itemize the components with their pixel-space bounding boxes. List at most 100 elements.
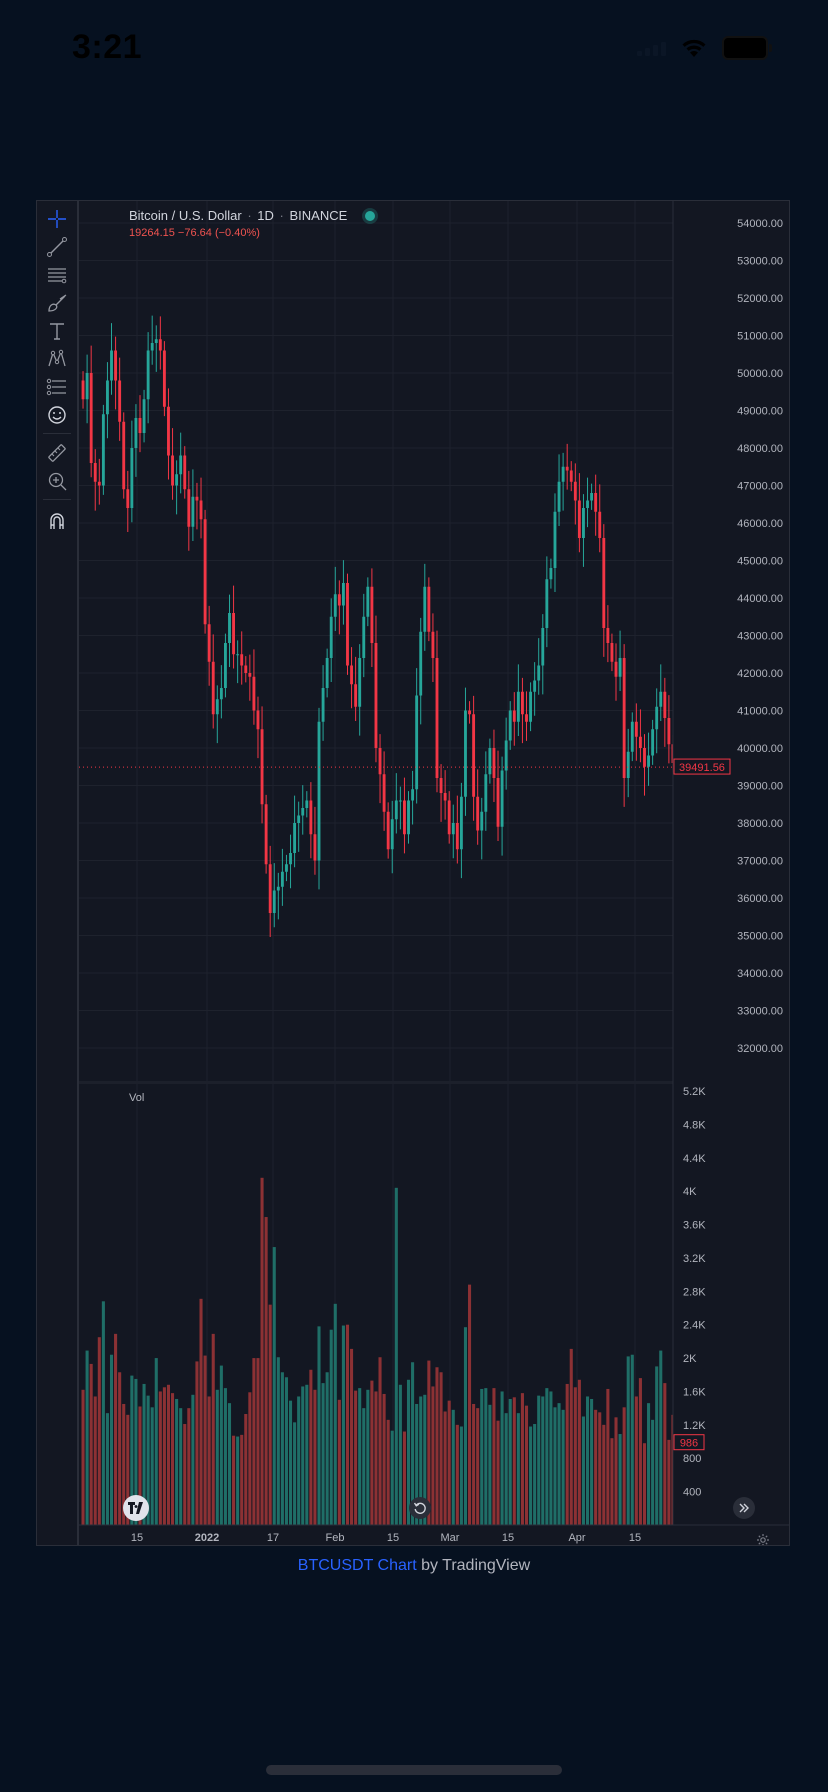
- candle-body: [655, 706, 659, 730]
- volume-bar: [419, 1396, 423, 1525]
- last-volume-box: [673, 1434, 705, 1451]
- candle-body: [382, 774, 386, 812]
- candle-body: [529, 691, 533, 722]
- volume-bar: [280, 1372, 284, 1525]
- volume-bar: [97, 1337, 101, 1525]
- volume-bar: [618, 1434, 622, 1525]
- candle-body: [561, 466, 565, 482]
- candle-body: [203, 519, 207, 625]
- candle-body: [667, 718, 671, 745]
- candle-body: [118, 380, 122, 422]
- candle-body: [260, 729, 264, 805]
- volume-bar: [264, 1217, 268, 1525]
- candle-body: [134, 418, 138, 448]
- ruler-icon[interactable]: [45, 441, 69, 465]
- volume-bar: [573, 1387, 577, 1525]
- volume-bar: [463, 1327, 468, 1525]
- time-tick-label: 15: [629, 1532, 641, 1544]
- candle-body: [341, 583, 345, 606]
- volume-bar: [325, 1372, 329, 1525]
- price-tick-label: 50000.00: [737, 368, 783, 380]
- brush-icon[interactable]: [45, 291, 69, 315]
- volume-bar: [240, 1434, 244, 1525]
- candle-body: [256, 710, 260, 730]
- candle-body: [293, 823, 297, 853]
- volume-bar: [374, 1391, 378, 1525]
- text-icon[interactable]: [45, 319, 69, 343]
- candle-body: [407, 800, 410, 835]
- volume-bar: [549, 1391, 553, 1525]
- cellular-signal-icon: [637, 40, 666, 56]
- candle-body: [663, 691, 667, 718]
- candle-body: [101, 414, 105, 486]
- zoom-in-icon[interactable]: [45, 469, 69, 493]
- volume-bar: [500, 1391, 504, 1525]
- crosshair-icon[interactable]: [45, 207, 69, 231]
- price-axis: [673, 201, 789, 1545]
- time-tick-label: 15: [502, 1532, 514, 1544]
- volume-bar: [439, 1372, 443, 1525]
- candle-body: [606, 628, 610, 643]
- volume-bar: [545, 1388, 549, 1525]
- btcusdt-chart-link[interactable]: BTCUSDT Chart: [297, 1557, 417, 1574]
- candle-body: [423, 586, 427, 632]
- time-tick-label: 2022: [195, 1532, 219, 1544]
- volume-bar: [402, 1431, 406, 1525]
- volume-bar: [520, 1393, 524, 1525]
- price-tick-label: 35000.00: [737, 931, 783, 943]
- fib-retracement-icon[interactable]: [45, 263, 69, 287]
- price-tick-label: 33000.00: [737, 1006, 783, 1018]
- volume-bar: [411, 1362, 415, 1525]
- volume-bar: [122, 1403, 126, 1525]
- candle-body: [244, 665, 248, 673]
- candle-body: [443, 793, 447, 801]
- candle-body: [618, 658, 622, 677]
- volume-bar: [427, 1360, 431, 1525]
- candle-body: [541, 628, 545, 666]
- volume-bar: [162, 1387, 166, 1525]
- volume-bar: [252, 1358, 256, 1525]
- volume-pane-label: Vol: [129, 1092, 145, 1104]
- volume-bar: [390, 1430, 394, 1525]
- candle-body: [114, 350, 118, 381]
- interval-label[interactable]: 1D: [257, 208, 274, 223]
- candle-body: [647, 755, 650, 767]
- volume-bar: [508, 1398, 512, 1525]
- candle-body: [557, 481, 561, 512]
- candle-body: [520, 691, 524, 715]
- prediction-icon[interactable]: [45, 375, 69, 399]
- candle-body: [138, 418, 142, 433]
- candle-body: [549, 568, 553, 580]
- candle-body: [280, 871, 284, 887]
- pattern-icon[interactable]: [45, 347, 69, 371]
- candle-body: [394, 800, 398, 820]
- volume-bar: [565, 1383, 569, 1525]
- magnet-icon[interactable]: [45, 509, 69, 533]
- price-tick-label: 51000.00: [737, 331, 783, 343]
- candle-body: [565, 466, 569, 471]
- price-chart[interactable]: 54000.00 53000.00 52000.00 51000.00 50000.00…: [79, 201, 790, 1546]
- volume-bar: [516, 1413, 520, 1525]
- trend-line-icon[interactable]: [45, 235, 69, 259]
- volume-bar: [248, 1392, 252, 1525]
- tradingview-logo-icon[interactable]: [123, 1495, 149, 1521]
- volume-bar: [297, 1396, 301, 1525]
- time-tick-label: Feb: [326, 1532, 345, 1544]
- volume-bar: [134, 1378, 138, 1525]
- volume-bar: [191, 1394, 195, 1525]
- settings-gear-icon[interactable]: [756, 1533, 770, 1545]
- volume-bar: [606, 1388, 610, 1525]
- candle-body: [179, 455, 183, 475]
- candle-body: [634, 721, 638, 737]
- emoji-icon[interactable]: [45, 403, 69, 427]
- candle-body: [285, 864, 288, 872]
- scroll-to-realtime-icon[interactable]: [733, 1497, 755, 1519]
- time-tick-label: 15: [131, 1532, 143, 1544]
- symbol-name[interactable]: Bitcoin / U.S. Dollar: [129, 208, 242, 223]
- volume-tick-label: 1.2K: [683, 1420, 706, 1432]
- candle-body: [504, 740, 508, 771]
- price-tick-label: 52000.00: [737, 293, 783, 305]
- volume-bar: [642, 1443, 647, 1525]
- reset-chart-icon[interactable]: [409, 1497, 431, 1519]
- chart-area[interactable]: 54000.00 53000.00 52000.00 51000.00 50000.00…: [79, 201, 790, 1546]
